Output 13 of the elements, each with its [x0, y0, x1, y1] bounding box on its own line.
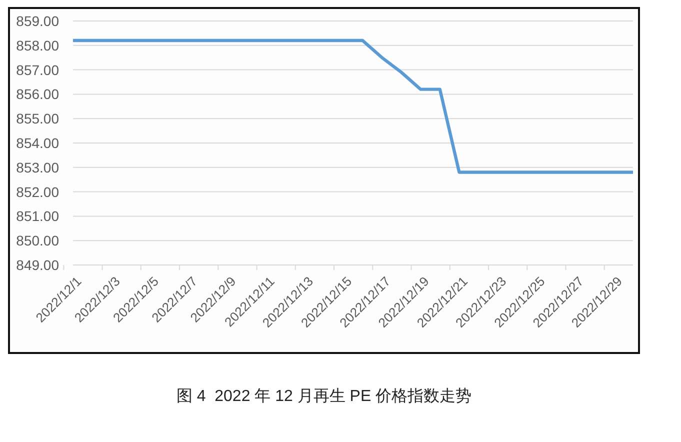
y-tick-label: 856.00	[16, 86, 60, 102]
y-tick-label: 853.00	[16, 159, 60, 176]
y-tick-label: 855.00	[16, 110, 60, 127]
text: 图 4 2022 年 12 月再生 PE 价格指数走势	[175, 386, 473, 407]
y-tick-label: 857.00	[16, 62, 60, 78]
y-tick-label: 849.00	[16, 256, 60, 273]
y-tick-label: 851.00	[16, 208, 60, 224]
y-tick-label: 852.00	[16, 184, 60, 200]
line-series	[71, 38, 635, 174]
y-tick-label: 859.00	[16, 12, 60, 29]
y-tick-label: 854.00	[16, 134, 60, 151]
y-tick-label: 850.00	[16, 232, 60, 249]
y-tick-label: 858.00	[16, 37, 60, 54]
